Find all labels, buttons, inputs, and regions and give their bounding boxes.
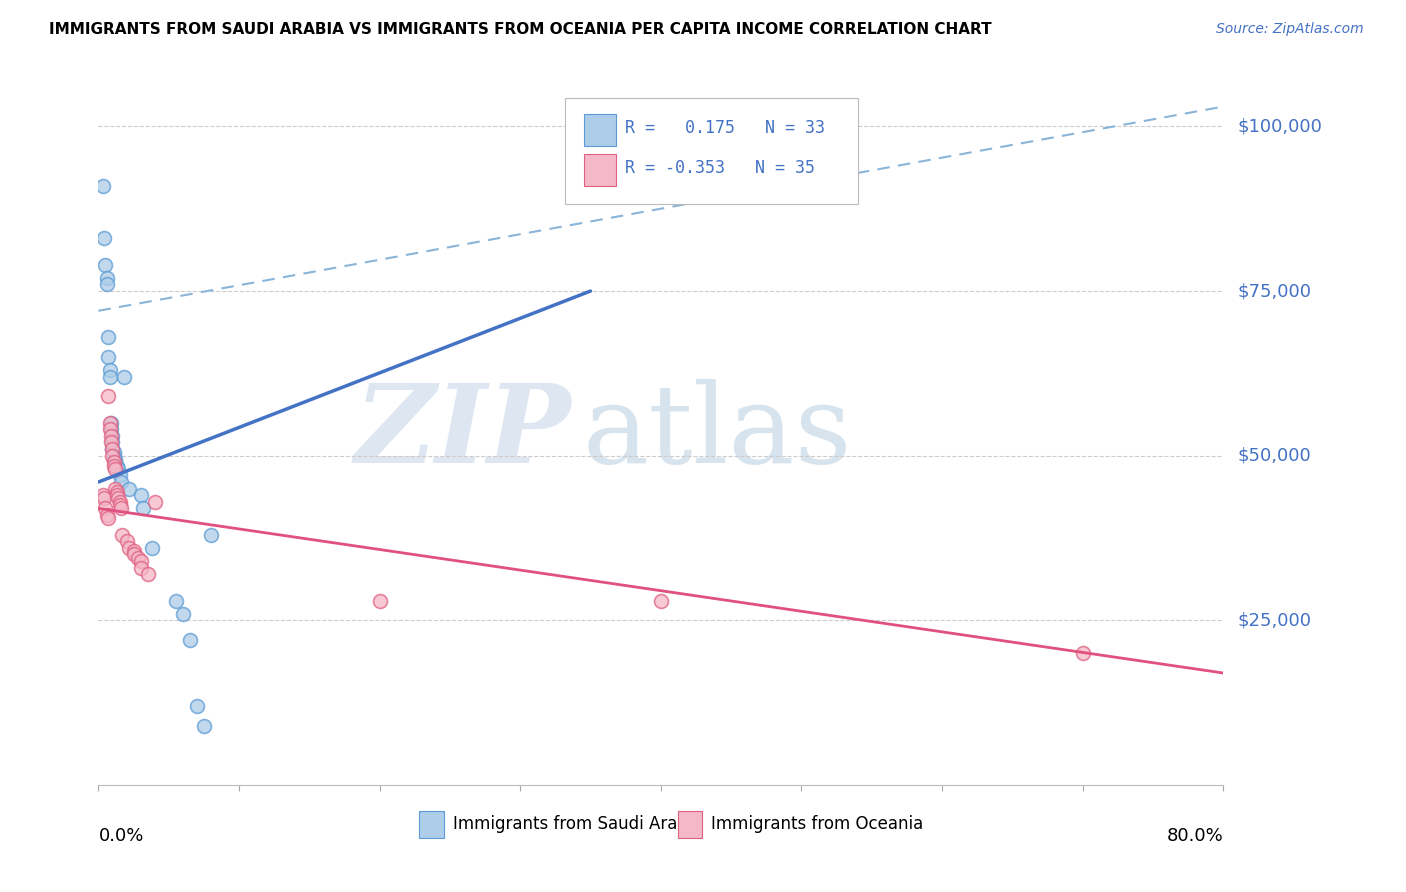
Point — [96, 277, 118, 292]
Point — [105, 484, 128, 499]
Point — [136, 567, 159, 582]
Point — [107, 462, 129, 476]
Point — [129, 488, 152, 502]
Point — [129, 560, 152, 574]
Point — [104, 455, 127, 469]
Point — [103, 445, 125, 459]
Point — [101, 449, 124, 463]
Point — [105, 488, 128, 502]
Point — [103, 455, 125, 469]
Point — [101, 442, 124, 456]
Point — [118, 541, 141, 555]
Point — [186, 698, 208, 713]
Point — [179, 633, 201, 648]
Point — [96, 270, 118, 285]
Point — [94, 258, 117, 272]
Point — [172, 607, 194, 621]
Point — [1071, 646, 1094, 660]
Point — [98, 369, 121, 384]
Point — [110, 501, 132, 516]
Point — [108, 468, 131, 483]
Point — [129, 554, 152, 568]
Point — [141, 541, 163, 555]
Point — [97, 511, 120, 525]
Text: 0.0%: 0.0% — [98, 827, 143, 846]
Text: atlas: atlas — [582, 379, 852, 486]
Point — [132, 501, 155, 516]
Point — [107, 491, 129, 506]
Point — [93, 491, 115, 506]
Point — [104, 482, 127, 496]
Point — [368, 593, 391, 607]
Point — [127, 550, 149, 565]
Point — [115, 534, 138, 549]
Point — [100, 435, 122, 450]
Point — [93, 231, 115, 245]
Point — [104, 462, 127, 476]
Point — [111, 527, 134, 541]
Point — [112, 369, 135, 384]
Point — [91, 178, 114, 193]
Point — [98, 363, 121, 377]
Point — [143, 495, 166, 509]
Text: Immigrants from Saudi Arabia: Immigrants from Saudi Arabia — [453, 815, 703, 833]
Point — [103, 458, 125, 473]
FancyBboxPatch shape — [585, 114, 616, 145]
Point — [103, 449, 125, 463]
Y-axis label: Per Capita Income: Per Capita Income — [0, 351, 8, 515]
Point — [108, 495, 131, 509]
Point — [96, 508, 118, 522]
Text: R =   0.175   N = 33: R = 0.175 N = 33 — [624, 120, 825, 137]
Text: $25,000: $25,000 — [1237, 611, 1312, 630]
Point — [91, 488, 114, 502]
Point — [98, 422, 121, 436]
Point — [193, 719, 215, 733]
Text: R = -0.353   N = 35: R = -0.353 N = 35 — [624, 160, 815, 178]
Point — [122, 548, 145, 562]
Text: 80.0%: 80.0% — [1167, 827, 1223, 846]
Point — [105, 458, 128, 473]
Point — [104, 452, 127, 467]
Text: $100,000: $100,000 — [1237, 118, 1322, 136]
Text: IMMIGRANTS FROM SAUDI ARABIA VS IMMIGRANTS FROM OCEANIA PER CAPITA INCOME CORREL: IMMIGRANTS FROM SAUDI ARABIA VS IMMIGRAN… — [49, 22, 991, 37]
Point — [94, 501, 117, 516]
Point — [200, 527, 222, 541]
Text: ZIP: ZIP — [354, 379, 571, 486]
Point — [101, 442, 124, 456]
Point — [118, 482, 141, 496]
Point — [122, 544, 145, 558]
FancyBboxPatch shape — [678, 811, 703, 838]
Point — [165, 593, 187, 607]
FancyBboxPatch shape — [565, 98, 858, 203]
Text: $50,000: $50,000 — [1237, 447, 1310, 465]
Text: $75,000: $75,000 — [1237, 282, 1312, 300]
Point — [100, 422, 122, 436]
Point — [97, 350, 120, 364]
Point — [100, 416, 122, 430]
Point — [98, 416, 121, 430]
Point — [650, 593, 672, 607]
Point — [101, 435, 124, 450]
Point — [110, 475, 132, 489]
Point — [101, 429, 124, 443]
Text: Source: ZipAtlas.com: Source: ZipAtlas.com — [1216, 22, 1364, 37]
Point — [100, 429, 122, 443]
Text: Immigrants from Oceania: Immigrants from Oceania — [711, 815, 924, 833]
FancyBboxPatch shape — [585, 154, 616, 186]
Point — [97, 389, 120, 403]
Point — [97, 330, 120, 344]
FancyBboxPatch shape — [419, 811, 444, 838]
Point — [108, 498, 131, 512]
